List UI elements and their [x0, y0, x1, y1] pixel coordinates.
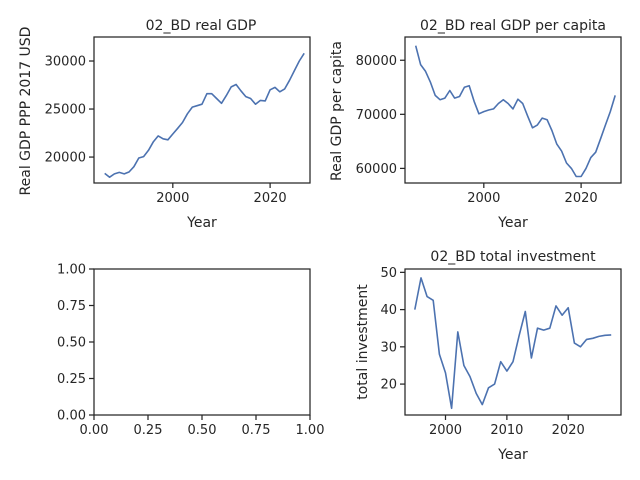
total-investment-line: [414, 277, 612, 410]
real-gdp-per-capita-ytick-label: 70000: [356, 108, 397, 123]
total-investment-frame: [404, 268, 622, 416]
total-investment-xtick-label: 2010: [490, 423, 523, 438]
real-gdp-xtick-label: 2000: [156, 191, 189, 206]
real-gdp-xtick-label: 2020: [254, 191, 287, 206]
empty-axes-xtick-label: 0.00: [80, 423, 109, 438]
real-gdp-per-capita-axes: 02_BD real GDP per capita Year Real GDP …: [329, 18, 622, 231]
empty-axes-ytick-label: 0.75: [57, 299, 86, 314]
empty-axes-frame: [93, 268, 311, 416]
real-gdp-ytick-label: 25000: [45, 103, 86, 118]
empty-axes: 0.00 0.25 0.50 0.75 1.00 0.00 0.25 0.50 0.75 1.00: [57, 263, 324, 439]
total-investment-axes: 02_BD total investment Year total invest…: [355, 249, 622, 463]
total-investment-xtick-label: 2020: [552, 423, 585, 438]
real-gdp-per-capita-title: 02_BD real GDP per capita: [420, 18, 606, 34]
real-gdp-ylabel: Real GDP PPP 2017 USD: [18, 27, 34, 196]
total-investment-xlabel: Year: [497, 447, 528, 463]
total-investment-ytick-label: 20: [380, 378, 397, 393]
empty-axes-ytick-label: 0.50: [57, 336, 86, 351]
total-investment-xtick-label: 2000: [429, 423, 462, 438]
empty-axes-ytick-label: 0.25: [57, 372, 86, 387]
empty-axes-xtick-label: 0.25: [134, 423, 163, 438]
total-investment-ytick-label: 50: [380, 266, 397, 281]
real-gdp-ytick-label: 30000: [45, 55, 86, 70]
empty-axes-xtick-label: 1.00: [296, 423, 325, 438]
real-gdp-per-capita-xtick-label: 2000: [467, 191, 500, 206]
real-gdp-per-capita-ylabel: Real GDP per capita: [329, 41, 345, 181]
real-gdp-per-capita-line: [414, 45, 616, 178]
real-gdp-axes: 02_BD real GDP Year Real GDP PPP 2017 US…: [18, 18, 311, 231]
real-gdp-per-capita-xtick-label: 2020: [565, 191, 598, 206]
real-gdp-title: 02_BD real GDP: [146, 18, 257, 34]
real-gdp-ytick-label: 20000: [45, 151, 86, 166]
real-gdp-frame: [93, 36, 311, 184]
empty-axes-xtick-label: 0.75: [242, 423, 271, 438]
real-gdp-per-capita-frame: [404, 36, 622, 184]
total-investment-ylabel: total investment: [355, 284, 371, 400]
real-gdp-per-capita-ytick-label: 60000: [356, 162, 397, 177]
real-gdp-per-capita-ytick-label: 80000: [356, 54, 397, 69]
empty-axes-ytick-label: 0.00: [57, 409, 86, 424]
total-investment-ytick-label: 30: [380, 340, 397, 355]
real-gdp-xlabel: Year: [186, 215, 217, 231]
real-gdp-per-capita-xlabel: Year: [497, 215, 528, 231]
total-investment-ytick-label: 40: [380, 303, 397, 318]
empty-axes-xtick-label: 0.50: [188, 423, 217, 438]
total-investment-title: 02_BD total investment: [430, 249, 596, 265]
empty-axes-ytick-label: 1.00: [57, 263, 86, 278]
real-gdp-line: [104, 52, 305, 178]
